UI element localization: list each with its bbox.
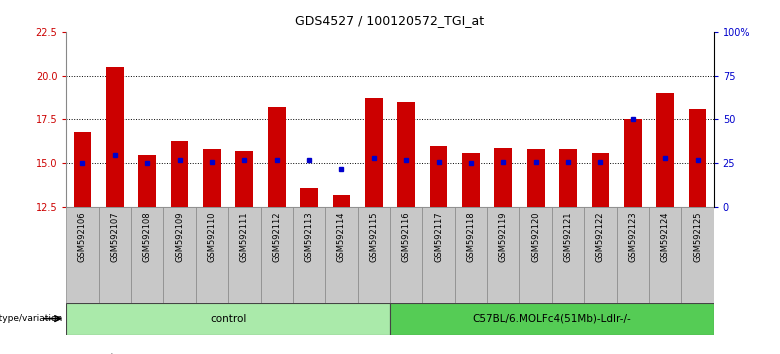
Text: GSM592116: GSM592116 [402,212,411,263]
Bar [495,148,512,207]
Text: count: count [86,353,115,354]
Text: GSM592118: GSM592118 [466,212,476,263]
Text: genotype/variation: genotype/variation [0,314,62,323]
Bar [682,207,714,303]
Text: GSM592123: GSM592123 [628,212,637,263]
Bar [268,107,285,207]
Bar [365,98,383,207]
Bar [390,303,714,335]
Bar [526,149,544,207]
Bar [617,207,649,303]
Text: GSM592122: GSM592122 [596,212,605,262]
Text: GSM592119: GSM592119 [498,212,508,262]
Bar [196,207,229,303]
Text: GSM592124: GSM592124 [661,212,670,262]
Bar [559,149,577,207]
Text: GSM592110: GSM592110 [207,212,217,262]
Bar [73,132,91,207]
Bar [99,207,131,303]
Text: GSM592115: GSM592115 [369,212,378,262]
Text: GSM592107: GSM592107 [110,212,119,263]
Bar [66,303,390,335]
Bar [430,146,448,207]
Bar [106,67,124,207]
Bar [325,207,358,303]
Bar [552,207,584,303]
Bar [164,207,196,303]
Bar [584,207,617,303]
Bar [591,153,609,207]
Text: GDS4527 / 100120572_TGI_at: GDS4527 / 100120572_TGI_at [296,14,484,27]
Bar [455,207,487,303]
Text: control: control [210,314,246,324]
Text: GSM592106: GSM592106 [78,212,87,263]
Bar [66,207,99,303]
Bar [171,141,189,207]
Bar [649,207,682,303]
Text: GSM592114: GSM592114 [337,212,346,262]
Bar [462,153,480,207]
Bar [624,120,642,207]
Bar [332,195,350,207]
Bar [203,149,221,207]
Bar [138,154,156,207]
Bar [300,188,318,207]
Bar [236,151,254,207]
Text: GSM592108: GSM592108 [143,212,152,263]
Text: GSM592117: GSM592117 [434,212,443,263]
Bar [358,207,390,303]
Text: GSM592125: GSM592125 [693,212,702,262]
Bar [487,207,519,303]
Bar [519,207,552,303]
Bar [397,102,415,207]
Text: GSM592113: GSM592113 [304,212,314,263]
Text: GSM592109: GSM592109 [175,212,184,262]
Text: GSM592120: GSM592120 [531,212,541,262]
Bar [293,207,325,303]
Bar [229,207,261,303]
Text: GSM592111: GSM592111 [239,212,249,262]
Bar [131,207,164,303]
Bar [423,207,455,303]
Bar [689,109,707,207]
Text: GSM592121: GSM592121 [563,212,573,262]
Text: C57BL/6.MOLFc4(51Mb)-Ldlr-/-: C57BL/6.MOLFc4(51Mb)-Ldlr-/- [473,314,631,324]
Text: GSM592112: GSM592112 [272,212,282,262]
Bar [261,207,293,303]
Bar [390,207,423,303]
Bar [656,93,674,207]
